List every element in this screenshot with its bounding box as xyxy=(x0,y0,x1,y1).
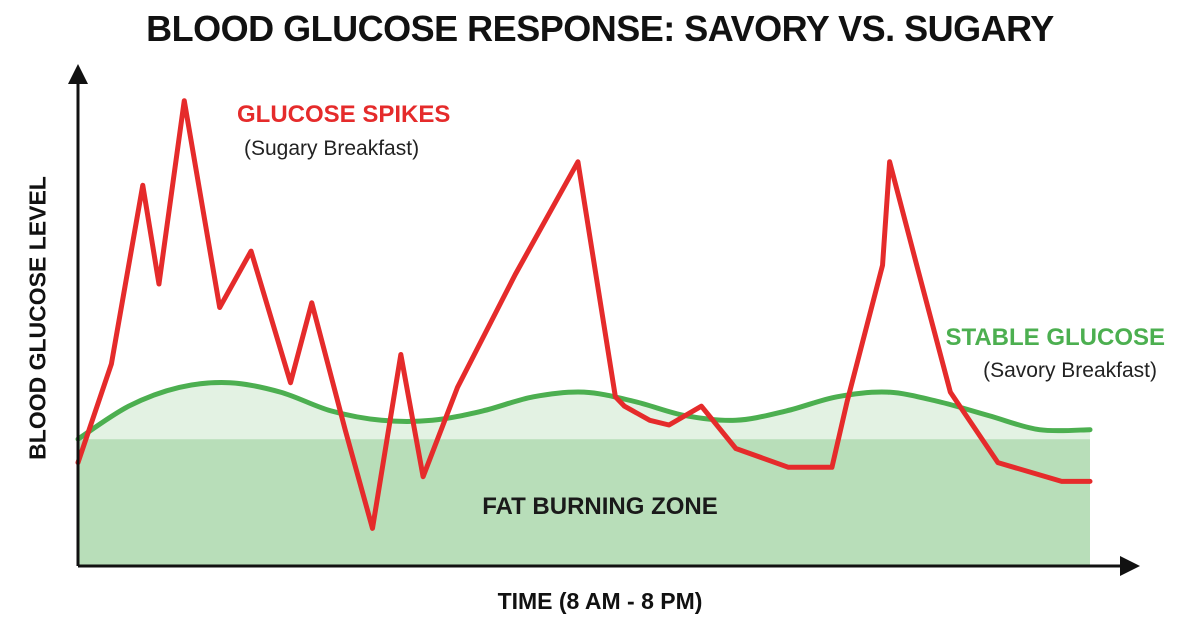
x-axis-label: TIME (8 AM - 8 PM) xyxy=(497,588,703,614)
label-sugary-breakfast: (Sugary Breakfast) xyxy=(244,137,419,160)
x-axis-arrow-icon xyxy=(1120,556,1140,576)
label-glucose-spikes: GLUCOSE SPIKES xyxy=(237,101,450,128)
stable-glucose-area xyxy=(78,382,1090,440)
label-savory-breakfast: (Savory Breakfast) xyxy=(983,359,1157,382)
fat-burning-zone xyxy=(78,439,1090,566)
series-line-glucose-spikes xyxy=(75,98,1093,531)
series-line-stable-glucose xyxy=(75,380,1093,442)
chart-title: BLOOD GLUCOSE RESPONSE: SAVORY VS. SUGAR… xyxy=(146,8,1054,49)
label-fat-burning-zone: FAT BURNING ZONE xyxy=(482,493,718,520)
y-axis-arrow-icon xyxy=(68,64,88,84)
label-stable-glucose: STABLE GLUCOSE xyxy=(945,324,1165,351)
